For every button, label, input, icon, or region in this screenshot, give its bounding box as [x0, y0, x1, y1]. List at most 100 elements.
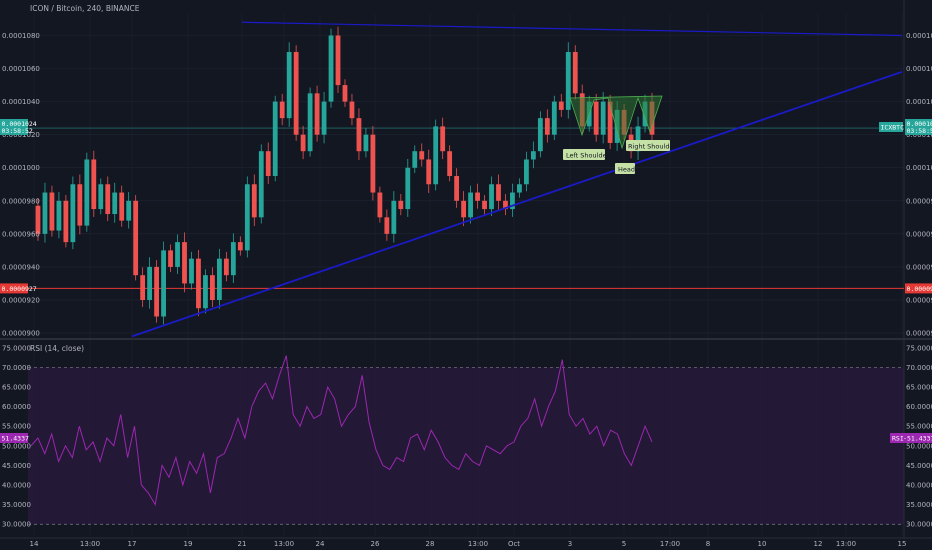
time-tick-11: 3	[568, 540, 572, 548]
candle-body-48	[363, 134, 369, 152]
rsi-tick-left-1: 70.0000	[2, 364, 31, 372]
rsi-axis[interactable]: 75.0000 75.0000 70.0000 70.0000 65.0000 65.00…	[2, 344, 932, 528]
rsi-tick-right-5: 50.0000	[906, 442, 932, 450]
candle-body-26	[210, 275, 215, 300]
price-tick-left-1: 0.0001060	[2, 65, 40, 73]
candle-body-41	[314, 93, 320, 135]
time-tick-8: 28	[426, 540, 435, 548]
time-tick-13: 17:00	[660, 540, 680, 548]
candle-body-36	[279, 101, 285, 119]
candle-body-51	[384, 217, 390, 234]
price-tick-left-9: 0.0000900	[2, 330, 40, 338]
candle-body-60	[447, 151, 453, 176]
rsi-tick-right-8: 35.0000	[906, 501, 932, 509]
candle-body-18	[154, 266, 159, 317]
candle-body-21	[175, 242, 180, 267]
candle-body-72	[530, 151, 536, 160]
candle-body-82	[600, 101, 606, 135]
candle-body-34	[265, 151, 271, 176]
price-tick-left-2: 0.0001040	[2, 98, 40, 106]
candle-body-32	[251, 184, 257, 218]
svg-text:ICXBTC: ICXBTC	[881, 124, 905, 132]
candle-body-78	[572, 52, 578, 94]
candle-body-39	[300, 134, 306, 152]
time-tick-10: Oct	[508, 540, 520, 548]
candle-body-11	[105, 184, 111, 215]
rsi-tick-left-2: 65.0000	[2, 384, 31, 392]
price-tick-left-5: 0.0000980	[2, 197, 40, 205]
price-tick-right-5: 0.0000980	[906, 197, 932, 205]
candle-body-17	[147, 266, 153, 300]
candle-body-62	[461, 200, 467, 218]
candle-body-43	[328, 35, 334, 102]
candle-body-83	[607, 101, 613, 143]
price-tick-right-1: 0.0001060	[906, 65, 932, 73]
candle-body-56	[419, 151, 425, 160]
candle-body-44	[335, 35, 341, 86]
candle-body-77	[565, 52, 571, 110]
candle-body-1	[35, 205, 41, 234]
svg-text:RSI: RSI	[892, 435, 904, 443]
candle-body-42	[321, 101, 327, 135]
svg-text:-: -	[903, 435, 907, 443]
time-tick-15: 10	[758, 540, 767, 548]
candle-body-65	[482, 200, 487, 210]
candle-body-13	[119, 192, 125, 221]
candle-body-28	[223, 258, 229, 276]
upper-trendline[interactable]	[241, 21, 903, 37]
svg-text:0.0000927: 0.0000927	[2, 285, 37, 293]
price-tick-right-6: 0.0000960	[906, 230, 932, 238]
symbol-title[interactable]: ICON / Bitcoin, 240, BINANCE	[30, 4, 140, 13]
candle-body-73	[537, 118, 543, 152]
candle-body-87	[635, 126, 641, 152]
rsi-title[interactable]: RSI (14, close)	[30, 344, 84, 353]
right-shoulder-label-bg	[626, 140, 670, 151]
time-tick-16: 12	[814, 540, 823, 548]
candle-body-12	[112, 192, 118, 215]
time-tick-5: 13:00	[274, 540, 294, 548]
candle-body-15	[133, 200, 139, 276]
svg-text:51.4337: 51.4337	[907, 435, 932, 443]
price-tick-right-7: 0.0000940	[906, 263, 932, 271]
candle-body-16	[140, 275, 146, 300]
rsi-tick-right-3: 60.0000	[906, 403, 932, 411]
current-price-tag-right: 0.0001024 03:58:52	[905, 119, 932, 135]
time-axis[interactable]: 14 13:00 17 19 21 13:00 24 26 28 13:00 Oct 3 5 17:00 8…	[30, 540, 907, 548]
rising-trendline[interactable]	[131, 71, 903, 338]
candle-body-58	[433, 126, 439, 185]
candle-body-46	[349, 101, 355, 119]
rsi-tick-left-8: 35.0000	[2, 501, 31, 509]
candle-body-69	[510, 192, 515, 210]
price-tick-right-3: 0.0001020	[906, 131, 932, 139]
rsi-value-tag-right: RSI - 51.4337	[890, 433, 932, 443]
rsi-band	[28, 367, 904, 525]
svg-text:0.0001024: 0.0001024	[907, 120, 932, 128]
left-shoulder-label: Left Shoulder	[566, 152, 610, 160]
candle-body-54	[405, 167, 411, 210]
support-price-tag-right: 0.0000927	[905, 283, 932, 294]
head-and-shoulders-pattern[interactable]: Left Shoulder Head Right Shoulder	[563, 95, 676, 174]
price-axis[interactable]: 0.0001080 0.0001080 0.0001060 0.0001060 0.00…	[2, 32, 932, 338]
svg-text:03:58:52: 03:58:52	[2, 127, 33, 135]
time-tick-9: 13:00	[468, 540, 488, 548]
time-tick-7: 26	[371, 540, 380, 548]
right-shoulder-label: Right Shoulder	[628, 143, 676, 151]
candle-body-50	[377, 192, 383, 218]
rsi-line[interactable]	[30, 355, 653, 507]
price-tick-right-8: 0.0000920	[906, 296, 932, 304]
candle-body-14	[126, 200, 132, 221]
candle-body-38	[293, 52, 299, 135]
svg-text:51.4337: 51.4337	[2, 435, 29, 443]
time-tick-1: 13:00	[80, 540, 100, 548]
candle-body-29	[230, 242, 236, 276]
rsi-tick-left-0: 75.0000	[2, 344, 31, 352]
rsi-tick-right-2: 65.0000	[906, 384, 932, 392]
time-tick-4: 21	[238, 540, 247, 548]
rsi-tick-left-6: 45.0000	[2, 462, 31, 470]
rsi-tick-right-6: 45.0000	[906, 462, 932, 470]
candle-body-25	[203, 275, 208, 309]
rsi-tick-left-9: 30.0000	[2, 521, 31, 529]
time-tick-12: 5	[622, 540, 626, 548]
time-tick-14: 8	[706, 540, 710, 548]
